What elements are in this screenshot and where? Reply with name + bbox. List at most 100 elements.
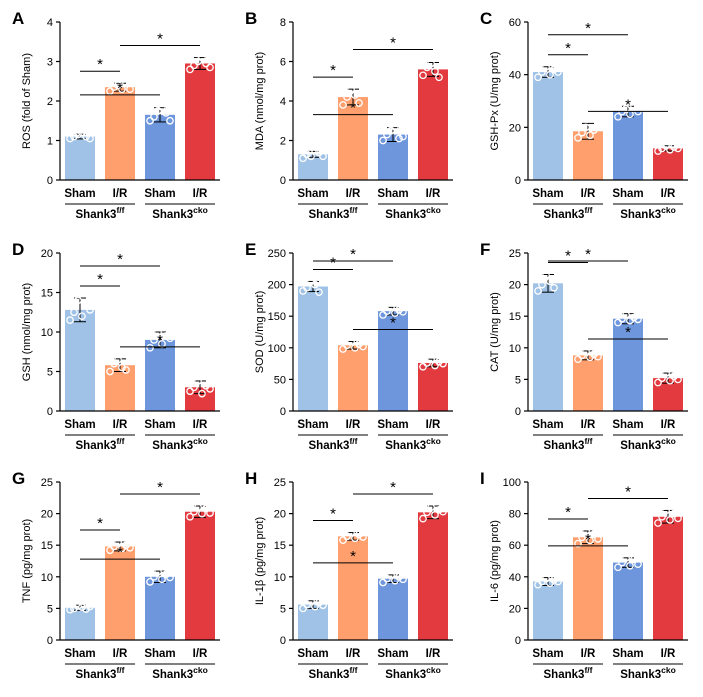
data-point — [423, 508, 431, 517]
data-point — [383, 574, 391, 583]
data-point — [431, 511, 439, 519]
data-point — [82, 132, 90, 141]
panel-letter: F — [480, 240, 490, 259]
x-tick-label: Sham — [612, 419, 643, 431]
data-point — [126, 85, 134, 94]
x-tick-label: I/R — [426, 188, 441, 200]
y-tick-label: 2 — [280, 136, 286, 148]
data-point — [582, 527, 590, 535]
genotype-label: Shank3f/f — [76, 436, 125, 452]
data-point — [150, 336, 158, 344]
data-point — [339, 101, 347, 109]
y-tick-label: 150 — [268, 311, 286, 323]
data-point — [146, 343, 154, 352]
data-point — [399, 132, 407, 141]
y-axis-label: GSH (nmol/mg prot) — [21, 283, 33, 381]
y-tick-label: 20 — [274, 509, 286, 521]
significance-star: * — [350, 100, 356, 117]
y-tick-label: 5 — [47, 367, 53, 379]
data-point — [554, 577, 562, 586]
data-point — [186, 65, 194, 74]
data-point — [82, 300, 90, 309]
data-point — [339, 536, 347, 544]
y-tick-label: 0 — [280, 406, 286, 418]
data-point — [206, 509, 214, 517]
data-point — [198, 509, 206, 518]
x-tick-label: Sham — [377, 188, 408, 200]
significance-star: * — [117, 544, 123, 561]
data-point — [634, 560, 642, 569]
data-point — [359, 87, 367, 95]
x-tick-label: I/R — [113, 419, 128, 431]
data-point — [126, 357, 134, 366]
data-point — [439, 57, 447, 66]
data-point — [74, 296, 82, 305]
y-axis-label: TNF (pg/mg prot) — [21, 519, 33, 603]
data-point — [198, 53, 206, 62]
panel-f: F 0 5 10 15 20 25 CAT (U/mg prot) Sham I/R Sham I/R… — [480, 240, 688, 452]
data-point — [198, 389, 206, 398]
y-tick-label: 25 — [274, 477, 286, 489]
data-point — [423, 359, 431, 367]
data-point — [343, 93, 351, 101]
x-tick-label: I/R — [661, 648, 676, 660]
genotype-label: Shank3f/f — [544, 205, 593, 221]
data-point — [622, 311, 630, 319]
data-point — [206, 63, 214, 72]
data-point — [662, 506, 670, 515]
data-point — [307, 152, 315, 161]
y-tick-label: 5 — [280, 603, 286, 615]
data-point — [186, 512, 194, 521]
bar — [653, 148, 683, 180]
data-point — [554, 68, 562, 76]
y-tick-label: 3 — [47, 57, 53, 69]
data-point — [150, 112, 158, 121]
data-point — [311, 280, 319, 289]
genotype-label: Shank3cko — [385, 436, 441, 452]
genotype-label: Shank3f/f — [76, 665, 125, 681]
significance-star: * — [585, 20, 591, 37]
data-point — [303, 600, 311, 609]
data-point — [110, 542, 118, 551]
data-point — [190, 507, 198, 516]
genotype-superscript: f/f — [584, 205, 592, 215]
data-point — [666, 516, 674, 524]
data-point — [674, 375, 682, 384]
data-point — [614, 112, 622, 121]
genotype-superscript: cko — [661, 665, 676, 675]
x-tick-label: Sham — [297, 648, 328, 660]
y-tick-label: 80 — [509, 509, 521, 521]
data-point — [299, 604, 307, 613]
y-tick-label: 2 — [47, 96, 53, 108]
genotype-base: Shank3 — [309, 209, 350, 221]
genotype-superscript: f/f — [349, 436, 357, 446]
data-point — [435, 505, 443, 514]
data-point — [582, 123, 590, 132]
y-axis-label: ROS (fold of Sham) — [21, 53, 33, 149]
y-axis-label: CAT (U/mg prot) — [489, 292, 501, 372]
genotype-label: Shank3cko — [620, 436, 676, 452]
bar — [298, 604, 328, 640]
y-axis-label: MDA (nmol/mg prot) — [254, 52, 266, 150]
genotype-superscript: f/f — [116, 436, 124, 446]
data-point — [339, 345, 347, 353]
genotype-label: Shank3cko — [385, 205, 441, 221]
significance-star: * — [625, 324, 631, 341]
x-tick-label: Sham — [377, 648, 408, 660]
data-point — [154, 567, 162, 576]
data-point — [546, 70, 554, 79]
y-axis-label: GSH-Px (U/mg prot) — [489, 51, 501, 150]
y-tick-label: 20 — [509, 280, 521, 292]
data-point — [550, 283, 558, 292]
y-tick-label: 10 — [41, 327, 53, 339]
bar — [653, 516, 683, 640]
significance-star: * — [350, 548, 356, 565]
y-tick-label: 20 — [41, 248, 53, 260]
data-point — [311, 146, 319, 155]
data-point — [315, 288, 323, 297]
data-point — [202, 504, 210, 513]
data-point — [74, 602, 82, 610]
data-point — [126, 543, 134, 552]
